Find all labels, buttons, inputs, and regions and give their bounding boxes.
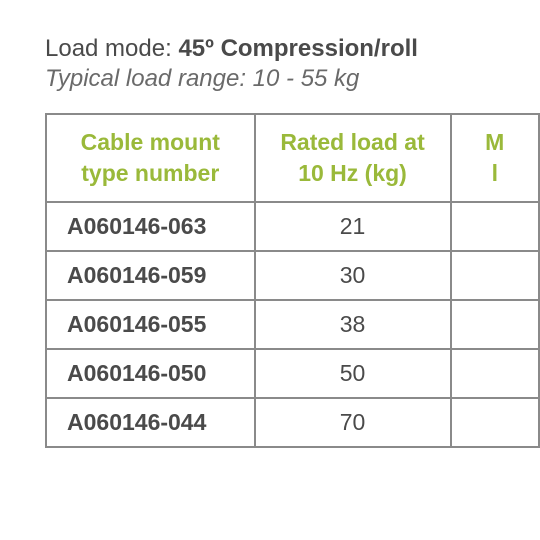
table-cell bbox=[451, 349, 539, 398]
spec-table: Cable mount type number Rated load at 10… bbox=[45, 113, 540, 448]
table-row: A060146-050 50 bbox=[46, 349, 539, 398]
load-range-label: Typical load range: bbox=[45, 65, 253, 92]
table-cell: A060146-059 bbox=[46, 251, 255, 300]
table-cell: A060146-063 bbox=[46, 202, 255, 251]
table-row: A060146-055 38 bbox=[46, 300, 539, 349]
load-mode-header: Load mode: 45º Compression/roll bbox=[45, 35, 540, 63]
table-cell: A060146-050 bbox=[46, 349, 255, 398]
table-cell bbox=[451, 251, 539, 300]
table-cell bbox=[451, 202, 539, 251]
table-header-0: Cable mount type number bbox=[46, 114, 255, 202]
load-mode-label: Load mode: bbox=[45, 35, 178, 62]
table-header-2: M l bbox=[451, 114, 539, 202]
table-row: A060146-063 21 bbox=[46, 202, 539, 251]
table-cell bbox=[451, 398, 539, 447]
table-cell: 50 bbox=[255, 349, 451, 398]
load-mode-value: 45º Compression/roll bbox=[178, 35, 418, 62]
table-cell: 21 bbox=[255, 202, 451, 251]
load-range-value: 10 - 55 kg bbox=[253, 65, 360, 92]
table-cell: 38 bbox=[255, 300, 451, 349]
table-cell: 70 bbox=[255, 398, 451, 447]
load-range-header: Typical load range: 10 - 55 kg bbox=[45, 65, 540, 93]
table-header-1: Rated load at 10 Hz (kg) bbox=[255, 114, 451, 202]
table-header-row: Cable mount type number Rated load at 10… bbox=[46, 114, 539, 202]
table-cell: A060146-055 bbox=[46, 300, 255, 349]
table-row: A060146-044 70 bbox=[46, 398, 539, 447]
table-cell bbox=[451, 300, 539, 349]
table-cell: 30 bbox=[255, 251, 451, 300]
table-cell: A060146-044 bbox=[46, 398, 255, 447]
table-row: A060146-059 30 bbox=[46, 251, 539, 300]
